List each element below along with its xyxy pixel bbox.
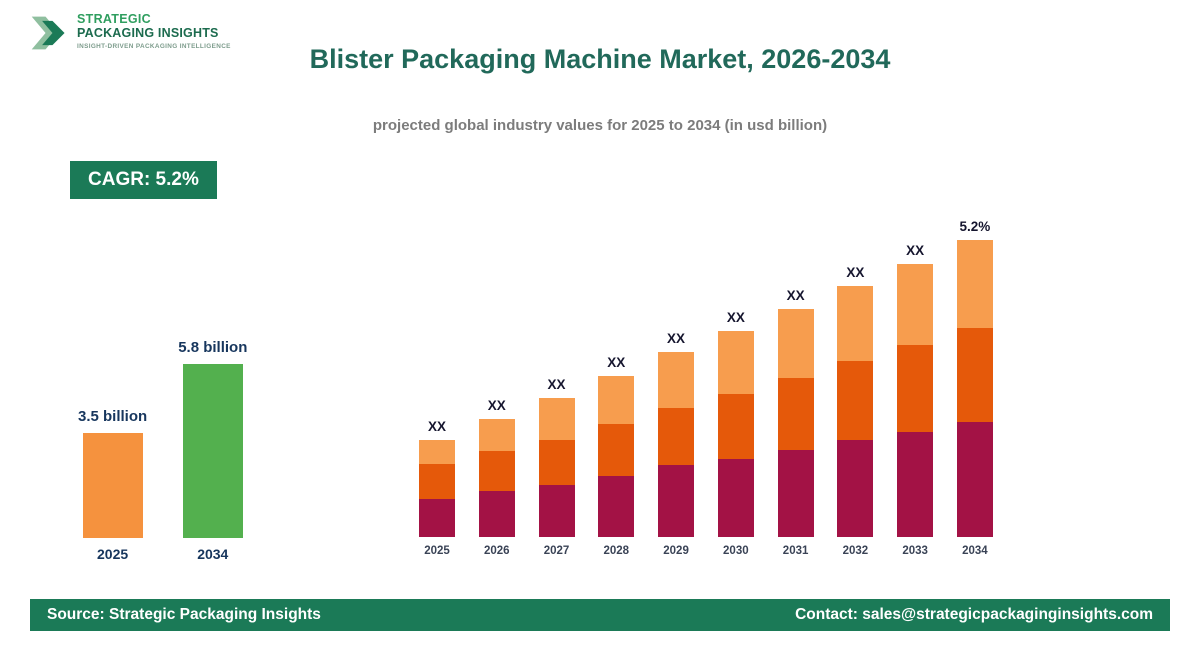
stacked-bar <box>717 331 754 537</box>
footer-source: Source: Strategic Packaging Insights <box>47 606 321 623</box>
bar-year-label: 2025 <box>424 545 450 557</box>
bar-segment-bottom-segment <box>598 476 635 537</box>
bar-segment-top-segment <box>419 440 455 464</box>
stacked-bar-group: XX 2033 <box>895 243 935 557</box>
bar-segment-middle-segment <box>777 378 814 450</box>
bar-year-label: 2029 <box>663 545 689 557</box>
bar-value-label: XX <box>487 398 506 413</box>
bar-value-label: XX <box>906 243 925 258</box>
footer-contact: Contact: sales@strategicpackaginginsight… <box>795 606 1153 623</box>
bar-segment-middle-segment <box>419 464 455 499</box>
main-chart: XX 2025 XX 2026 XX 2027 XX 2028 XX 2029 XX 2030 XX 20… <box>417 195 995 557</box>
stacked-bar-group: XX 2025 <box>417 419 457 557</box>
bar-year-label: 2033 <box>902 545 928 557</box>
mini-bar-value-label: 5.8 billion <box>178 339 248 356</box>
bar-segment-middle-segment <box>897 345 934 432</box>
mini-chart: 3.5 billion 2025 5.8 billion 2034 <box>78 300 247 562</box>
bar-segment-top-segment <box>658 352 695 408</box>
bar-year-label: 2026 <box>483 545 510 557</box>
logo-brand-line1: STRATEGIC <box>77 12 151 26</box>
mini-bar <box>82 433 143 538</box>
stacked-bar <box>538 398 575 537</box>
stacked-bar-group: XX 2029 <box>656 331 696 557</box>
bar-segment-top-segment <box>478 419 515 451</box>
stacked-bar <box>837 286 874 537</box>
bar-value-label: XX <box>726 310 745 325</box>
bar-year-label: 2032 <box>842 545 869 557</box>
footer-bar: Source: Strategic Packaging Insights Con… <box>30 599 1170 631</box>
bar-segment-top-segment <box>538 398 575 440</box>
bar-segment-bottom-segment <box>538 485 575 537</box>
bar-year-label: 2028 <box>603 545 630 557</box>
bar-segment-top-segment <box>598 376 635 424</box>
stacked-bar <box>956 240 993 537</box>
bar-year-label: 2034 <box>962 545 988 557</box>
bar-year-label: 2027 <box>543 545 570 557</box>
stacked-bar <box>478 419 515 537</box>
bar-segment-middle-segment <box>598 424 635 476</box>
logo-text: STRATEGIC PACKAGING INSIGHTS INSIGHT-DRI… <box>77 12 231 50</box>
bar-segment-bottom-segment <box>478 491 515 537</box>
stacked-bar <box>777 309 814 537</box>
bar-value-label: XX <box>786 288 805 303</box>
bar-segment-middle-segment <box>538 440 575 485</box>
mini-bar <box>182 364 243 538</box>
stacked-bar-group: 5.2% 2034 <box>955 219 995 557</box>
bar-segment-top-segment <box>777 309 814 378</box>
stacked-bar <box>897 264 934 537</box>
bar-segment-bottom-segment <box>717 459 754 537</box>
bar-value-label: 5.2% <box>959 219 991 234</box>
bar-year-label: 2031 <box>782 545 809 557</box>
bar-segment-bottom-segment <box>777 450 814 537</box>
logo-brand-line2: PACKAGING INSIGHTS <box>77 26 219 40</box>
bar-segment-middle-segment <box>658 408 695 465</box>
bar-value-label: XX <box>547 377 566 392</box>
bar-segment-top-segment <box>897 264 934 345</box>
stacked-bar-group: XX 2026 <box>477 398 517 557</box>
bar-segment-bottom-segment <box>956 422 993 537</box>
bar-value-label: XX <box>607 355 626 370</box>
stacked-bar-group: XX 2028 <box>596 355 636 557</box>
bar-segment-middle-segment <box>478 451 515 491</box>
stacked-bar-group: XX 2031 <box>776 288 816 557</box>
bar-segment-top-segment <box>837 286 874 361</box>
bar-segment-top-segment <box>717 331 754 394</box>
stacked-bar <box>419 440 455 537</box>
bar-segment-middle-segment <box>717 394 754 459</box>
bar-segment-middle-segment <box>956 328 993 422</box>
page-title: Blister Packaging Machine Market, 2026-2… <box>309 44 891 74</box>
logo: STRATEGIC PACKAGING INSIGHTS INSIGHT-DRI… <box>30 12 231 54</box>
stacked-bar <box>598 376 635 537</box>
stacked-bar <box>658 352 695 537</box>
cagr-badge: CAGR: 5.2% <box>70 161 217 199</box>
bar-segment-bottom-segment <box>837 440 874 537</box>
mini-bar-group: 5.8 billion 2034 <box>178 339 247 562</box>
mini-bar-year-label: 2034 <box>197 546 229 562</box>
stacked-bar-group: XX 2032 <box>835 265 875 557</box>
stacked-bar-group: XX 2030 <box>716 310 756 557</box>
bar-year-label: 2030 <box>723 545 749 557</box>
mini-bar-value-label: 3.5 billion <box>78 408 148 425</box>
bar-segment-bottom-segment <box>419 499 455 537</box>
page-subtitle: projected global industry values for 202… <box>372 117 828 134</box>
logo-chevron-icon <box>31 16 65 50</box>
logo-tagline: INSIGHT-DRIVEN PACKAGING INTELLIGENCE <box>77 43 231 50</box>
bar-segment-top-segment <box>956 240 993 328</box>
bar-segment-middle-segment <box>837 361 874 440</box>
bar-value-label: XX <box>427 419 446 434</box>
mini-bar-year-label: 2025 <box>97 546 129 562</box>
bar-value-label: XX <box>667 331 686 346</box>
bar-segment-bottom-segment <box>897 432 934 537</box>
bar-segment-bottom-segment <box>658 465 695 537</box>
bar-value-label: XX <box>846 265 865 280</box>
stacked-bar-group: XX 2027 <box>537 377 577 557</box>
mini-bar-group: 3.5 billion 2025 <box>78 408 147 562</box>
